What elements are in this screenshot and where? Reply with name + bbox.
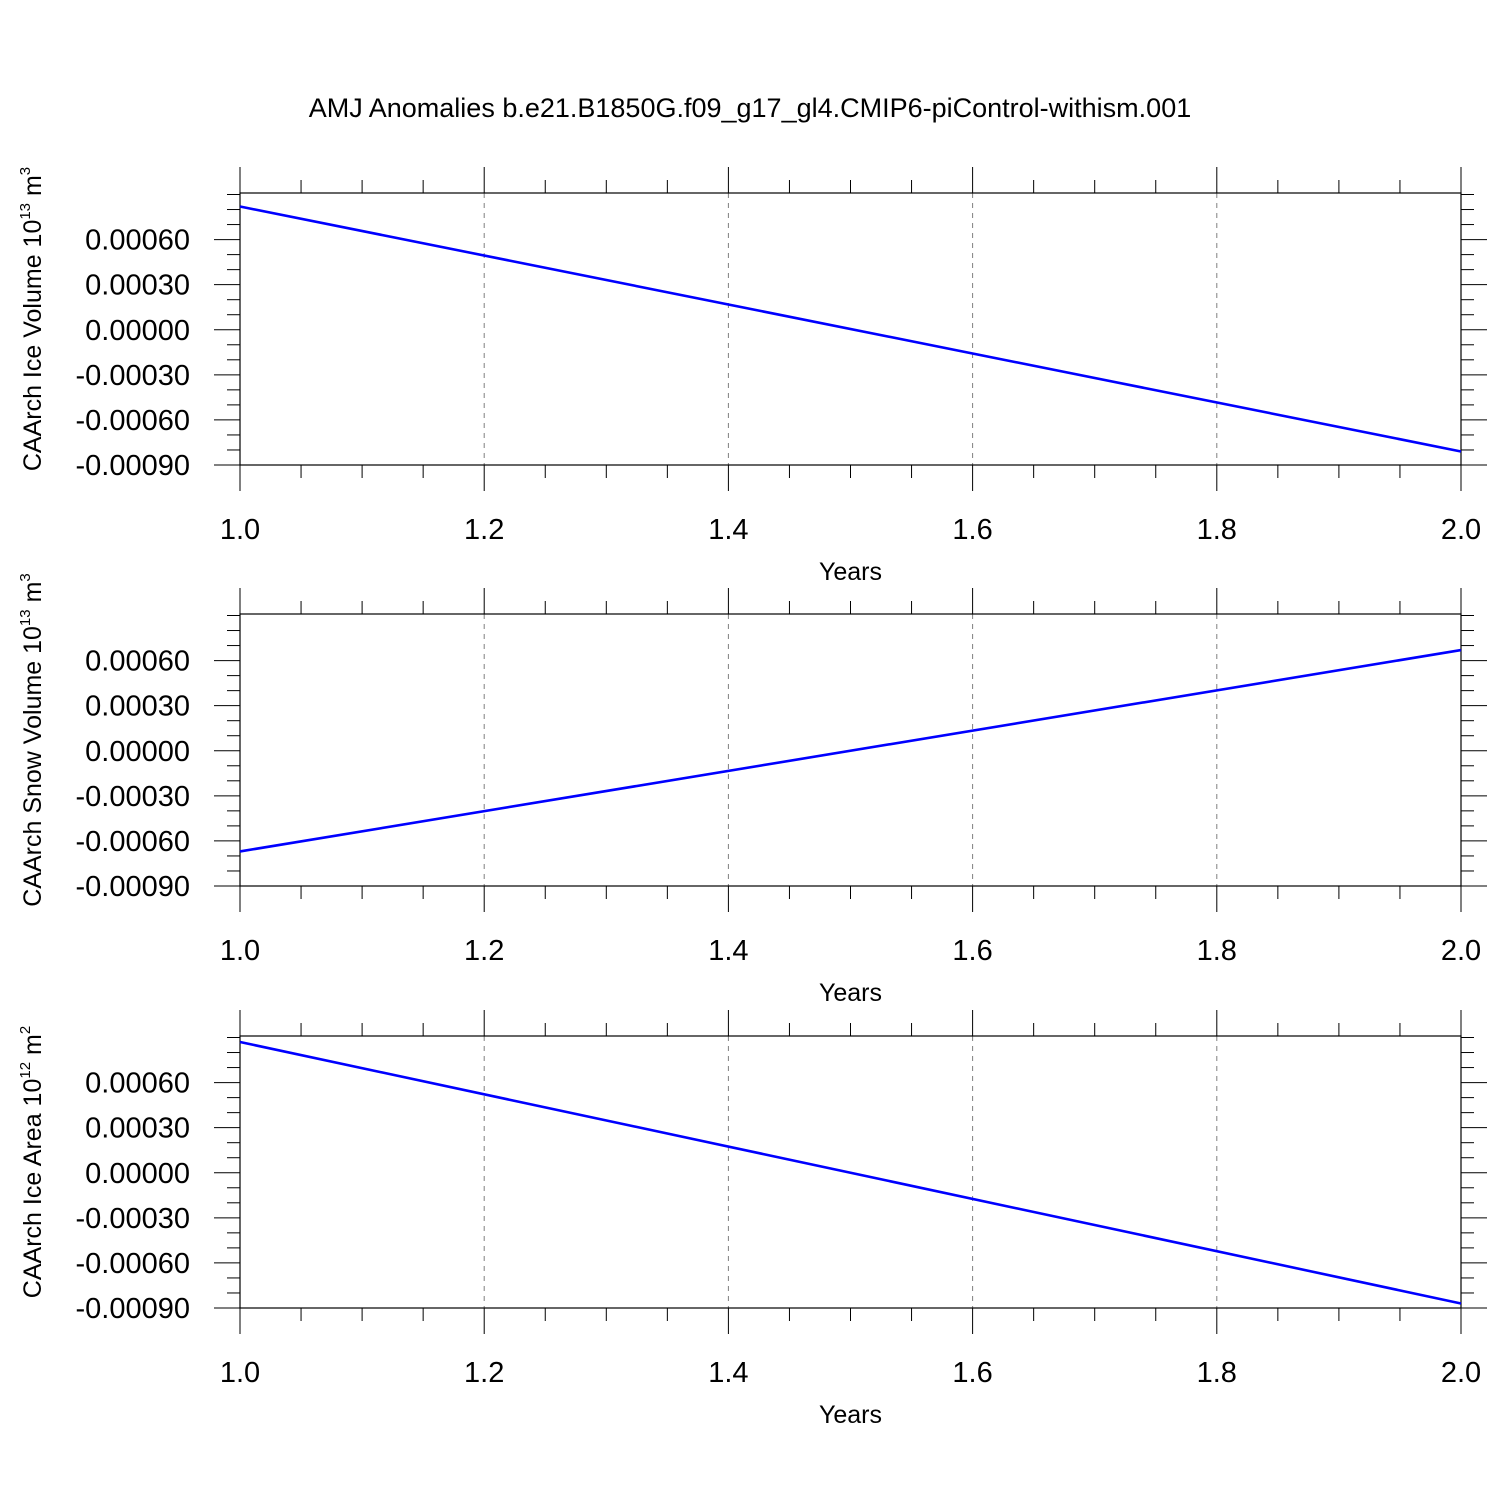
panel-1: 0.00060 0.00030 0.00000 -0.00030 -0.00060 -0.… [17, 167, 1487, 586]
y-tick-label: 0.00060 [85, 225, 190, 257]
y-tick-label: -0.00060 [76, 826, 191, 858]
series-line [239, 205, 1462, 453]
y-axis-label: CAArch Ice Volume 1013 m3 [17, 167, 47, 471]
x-tick-label: 1.2 [464, 935, 504, 967]
y-axis-label-unit: m [19, 1034, 47, 1062]
y-axis-label-unit: m [19, 175, 47, 203]
y-axis-label-exponent: 12 [17, 1062, 34, 1079]
y-tick-label: 0.00030 [85, 270, 190, 302]
x-tick-label: 2.0 [1441, 935, 1481, 967]
y-axis-label-unit-exponent: 3 [17, 167, 34, 175]
y-axis-label-text: CAArch Snow Volume 10 [19, 626, 47, 907]
y-axis-label-text: CAArch Ice Area 10 [19, 1079, 47, 1299]
x-tick-label: 1.4 [708, 514, 748, 546]
y-tick-label: -0.00030 [76, 360, 191, 392]
x-axis-label: Years [819, 558, 882, 586]
y-tick-label: 0.00030 [85, 691, 190, 723]
x-tick-label: 1.8 [1197, 514, 1237, 546]
y-tick-label: -0.00060 [76, 1248, 191, 1280]
y-tick-label: 0.00060 [85, 1068, 190, 1100]
x-tick-label: 2.0 [1441, 514, 1481, 546]
y-axis-label-exponent: 13 [17, 203, 34, 220]
panel-2: 0.00060 0.00030 0.00000 -0.00030 -0.00060 -0.… [17, 573, 1487, 1007]
y-axis-label-exponent: 13 [17, 609, 34, 626]
y-tick-label: -0.00090 [76, 1293, 191, 1325]
x-tick-label: 2.0 [1441, 1357, 1481, 1389]
y-tick-label: -0.00030 [76, 781, 191, 813]
series-line [239, 1040, 1462, 1305]
x-tick-label: 1.4 [708, 935, 748, 967]
chart-title: AMJ Anomalies b.e21.B1850G.f09_g17_gl4.C… [308, 93, 1192, 123]
y-axis-label-unit-exponent: 2 [17, 1026, 34, 1034]
x-tick-label: 1.4 [708, 1357, 748, 1389]
x-tick-label: 1.0 [220, 514, 260, 546]
x-tick-label: 1.6 [952, 935, 992, 967]
x-tick-label: 1.2 [464, 1357, 504, 1389]
y-tick-label: 0.00000 [85, 736, 190, 768]
y-axis-label: CAArch Ice Area 1012 m2 [17, 1026, 47, 1298]
x-tick-label: 1.0 [220, 935, 260, 967]
y-axis-label: CAArch Snow Volume 1013 m3 [17, 573, 47, 907]
x-tick-label: 1.8 [1197, 935, 1237, 967]
y-tick-label: 0.00000 [85, 1158, 190, 1190]
y-tick-label: -0.00060 [76, 405, 191, 437]
y-axis-label-unit: m [19, 582, 47, 610]
y-tick-label: 0.00060 [85, 646, 190, 678]
x-tick-label: 1.6 [952, 1357, 992, 1389]
x-tick-label: 1.8 [1197, 1357, 1237, 1389]
y-axis-label-unit-exponent: 3 [17, 573, 34, 581]
x-tick-label: 1.2 [464, 514, 504, 546]
y-axis-label-text: CAArch Ice Volume 10 [19, 220, 47, 472]
y-tick-label: -0.00030 [76, 1203, 191, 1235]
x-tick-label: 1.0 [220, 1357, 260, 1389]
y-tick-label: -0.00090 [76, 450, 191, 482]
x-axis-label: Years [819, 979, 882, 1007]
series-line [239, 648, 1462, 853]
panel-3: 0.00060 0.00030 0.00000 -0.00030 -0.00060 -0.… [17, 1010, 1487, 1429]
x-tick-label: 1.6 [952, 514, 992, 546]
y-tick-label: 0.00000 [85, 315, 190, 347]
y-tick-label: -0.00090 [76, 871, 191, 903]
x-axis-label: Years [819, 1401, 882, 1429]
y-tick-label: 0.00030 [85, 1113, 190, 1145]
